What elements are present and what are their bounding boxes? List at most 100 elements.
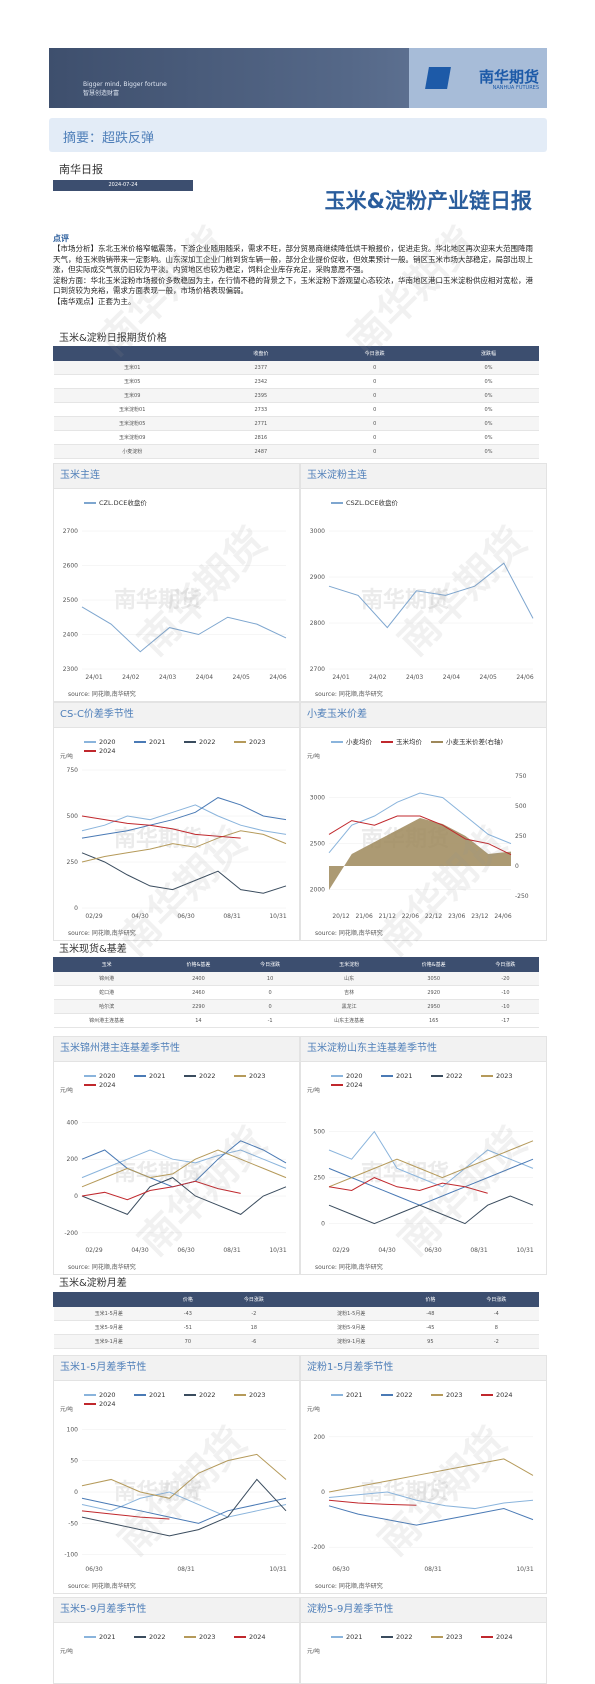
table-cell: 2290 [159, 999, 238, 1014]
table-cell: 玉米淀粉05 [53, 416, 211, 431]
axis-label: 元/吨 [307, 1405, 320, 1413]
table-row: 玉米淀粉05 2771 0 0% [53, 416, 539, 431]
table-cell: 0 [310, 416, 439, 431]
table-cell: 玉米淀粉09 [53, 430, 211, 445]
y-tick-label: 200 [314, 1434, 326, 1441]
column-header: 涨跌幅 [438, 346, 539, 361]
legend-label: 小麦均价 [346, 737, 373, 746]
panel-starch-main: 玉米淀粉主连 CSZL.DCE收盘价 南华期货 2700 2800 2900 3000 24… [300, 463, 547, 702]
axis-label: 元/吨 [307, 1086, 320, 1094]
panel-title: 玉米1-5月差季节性 [54, 1356, 299, 1381]
y2-tick-label: -250 [515, 893, 529, 900]
legend-label: 2022 [446, 1072, 463, 1080]
legend-label: 2021 [149, 1391, 166, 1399]
x-tick-label: 06/30 [424, 1247, 441, 1254]
panel-corn-main: 玉米主连 CZL.DCE收盘价 南华期货 2300 2400 2500 2600 2700 2… [53, 463, 300, 702]
x-tick-label: 24/01 [85, 674, 102, 681]
logo-cn: 南华期货 [478, 68, 539, 86]
x-tick-label: 06/30 [177, 913, 194, 920]
column-header: 今日涨跌 [236, 957, 304, 972]
x-tick-label: 10/31 [516, 1566, 533, 1573]
y-tick-label: 0 [74, 905, 78, 912]
daily-label: 南华日报 [59, 163, 103, 176]
panel-title: 玉米淀粉山东主连基差季节性 [301, 1037, 546, 1062]
series-line [328, 562, 534, 629]
series-line [328, 1505, 534, 1526]
y-tick-label: -100 [64, 1552, 78, 1559]
legend-label: 2022 [199, 738, 216, 746]
legend-label: 2021 [346, 1391, 363, 1399]
y-tick-label: -200 [311, 1544, 325, 1551]
table-cell: 山东主连基差 [303, 1013, 396, 1028]
table-cell: -2 [454, 1334, 539, 1349]
table-cell: 玉米5-9月差 [53, 1320, 165, 1335]
panel-starch-1-5: 淀粉1-5月差季节性 2021 2022 2023 2024 元/吨 南华期货 -200 0 2… [300, 1355, 547, 1594]
column-header: 价格 [163, 1292, 213, 1307]
spot-table-title: 玉米现货&基差 [59, 944, 127, 955]
x-tick-label: 24/01 [332, 674, 349, 681]
table-cell: 黑龙江 [303, 999, 396, 1014]
chart-corn-basis: 2020 2021 2022 20232024元/吨南华期货-200020040002… [60, 1072, 287, 1254]
y-tick-label: 2700 [310, 666, 325, 673]
chart-watermark: 南华期货 [361, 587, 449, 613]
summary-bar: 摘要：超跌反弹 [49, 118, 547, 152]
legend-label: CZL.DCE收盘价 [99, 498, 147, 507]
x-tick-label: 08/31 [177, 1566, 194, 1573]
x-tick-label: 24/06 [516, 674, 533, 681]
table-header: 收盘价 今日涨跌 涨跌幅 [52, 346, 539, 361]
panel-title: CS-C价差季节性 [54, 703, 299, 728]
month-spread-table: 价格 今日涨跌 价格 今日涨跌 玉米1-5月差 -43 -2 淀粉1-5月差 -48 -4 玉米5-… [53, 1292, 540, 1349]
table-cell: 0 [310, 430, 439, 445]
x-tick-label: 02/29 [332, 1247, 349, 1254]
series-line [81, 804, 287, 835]
legend-label: 2023 [249, 1391, 266, 1399]
column-header: 今日涨跌 [211, 1292, 297, 1307]
axis-label: 元/吨 [60, 1086, 73, 1094]
table-cell: 山东 [303, 971, 396, 986]
table-cell: -20 [472, 971, 539, 986]
table-cell: -48 [406, 1306, 455, 1321]
table-cell: 0 [310, 444, 439, 459]
series-line [328, 1140, 534, 1188]
table-cell: 95 [406, 1334, 455, 1349]
table-cell: 0% [438, 388, 539, 403]
table-row: 玉米淀粉01 2733 0 0% [53, 402, 539, 417]
y-tick-label: -50 [68, 1520, 78, 1527]
table-cell: 2395 [210, 388, 311, 403]
panel-title: 小麦玉米价差 [301, 703, 546, 728]
legend-label: 2023 [249, 738, 266, 746]
report-date: 2024-07-24 [53, 180, 193, 191]
panel-wheat-corn-spread: 小麦玉米价差 小麦均价玉米均价小麦玉米价差(右轴)元/吨南华期货20002500… [300, 702, 547, 941]
chart-watermark: 南华期货 [114, 826, 202, 852]
x-tick-label: 06/30 [332, 1566, 349, 1573]
series-line [81, 1491, 287, 1518]
legend-label: 2022 [149, 1633, 166, 1641]
chart-source: source: 同花顺,南华研究 [315, 1264, 383, 1271]
x-tick-label: 23/12 [471, 913, 488, 920]
table-cell: 吉林 [303, 985, 396, 1000]
futures-price-table: 收盘价 今日涨跌 涨跌幅 玉米01 2377 0 0% 玉米05 2342 0 0% 玉米09 2395… [52, 346, 539, 459]
y-tick-label: 200 [67, 1156, 79, 1163]
table-cell: 玉米09 [53, 388, 211, 403]
y-tick-label: 250 [314, 1175, 326, 1182]
panel-title: 玉米主连 [54, 464, 299, 489]
legend-label: 2020 [99, 738, 116, 746]
table-cell: 0 [237, 999, 304, 1014]
chart-source: source: 同花顺,南华研究 [68, 1583, 136, 1590]
table-cell: 玉米9-1月差 [53, 1334, 165, 1349]
legend-label: 2023 [446, 1391, 463, 1399]
x-tick-label: 24/05 [480, 674, 497, 681]
table-cell: 玉米淀粉01 [53, 402, 211, 417]
x-tick-label: 24/05 [233, 674, 250, 681]
x-tick-label: 02/29 [85, 1247, 102, 1254]
x-tick-label: 24/06 [494, 913, 511, 920]
table-cell: 2487 [210, 444, 311, 459]
chart-corn-5-9: 2021 2022 2023 2024 元/吨 [60, 1633, 266, 1655]
chart-source: source: 同花顺,南华研究 [315, 1583, 383, 1590]
legend-label: 2024 [496, 1633, 513, 1641]
y-tick-label: 3000 [310, 528, 325, 535]
table-row: 玉米01 2377 0 0% [53, 360, 539, 375]
table-row: 玉米5-9月差 -51 18 淀粉5-9月差 -45 8 [53, 1320, 539, 1335]
